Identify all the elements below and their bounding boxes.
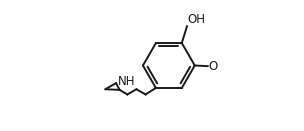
Text: NH: NH bbox=[118, 75, 136, 88]
Text: OH: OH bbox=[188, 13, 206, 26]
Text: O: O bbox=[208, 60, 217, 73]
